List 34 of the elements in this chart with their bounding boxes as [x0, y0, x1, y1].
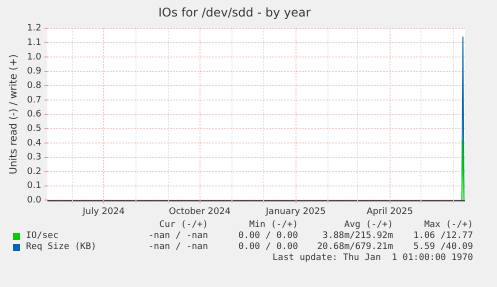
- text: 0.00 / 0.00: [237, 242, 298, 252]
- y-tick-label: 1.1: [26, 38, 42, 48]
- x-tick-label: January 2025: [264, 206, 326, 217]
- text: Min (-/+): [248, 220, 298, 230]
- text: 1.06 /12.77: [412, 231, 473, 241]
- legend-label: Req Size (KB): [26, 242, 96, 252]
- text: 5.59 /40.09: [412, 242, 473, 252]
- x-tick-label: October 2024: [168, 206, 231, 217]
- y-tick-label: 0.5: [26, 124, 42, 134]
- y-tick-label: 0.0: [26, 196, 42, 206]
- text: 20.68m/679.21m: [316, 242, 393, 252]
- y-tick-label: 0.3: [26, 152, 42, 163]
- y-tick-label: 1.0: [26, 52, 42, 62]
- text: -nan / -nan: [147, 242, 208, 252]
- text: Max (-/+): [423, 220, 473, 230]
- text: Cur (-/+): [158, 220, 208, 230]
- y-tick-label: 0.1: [26, 181, 42, 192]
- text: Last update: Thu Jan 1 01:00:00 1970: [272, 253, 473, 263]
- text: 3.88m/215.92m: [322, 231, 393, 241]
- y-tick-label: 0.7: [26, 95, 42, 106]
- y-tick-label: 0.2: [26, 166, 42, 177]
- text: Avg (-/+): [343, 220, 393, 230]
- y-tick-label: 0.8: [26, 81, 42, 92]
- y-tick-label: 0.9: [26, 66, 42, 77]
- y-tick-label: 1.2: [26, 24, 42, 34]
- legend-label: IO/sec: [26, 231, 59, 241]
- x-tick-label: July 2024: [82, 206, 125, 217]
- text: 0.00 / 0.00: [237, 231, 298, 241]
- chart-title: IOs for /dev/sdd - by year: [158, 5, 311, 20]
- text: -nan / -nan: [147, 231, 208, 241]
- y-tick-label: 0.4: [26, 138, 42, 148]
- y-axis-title: Units read (-) / write (+): [8, 54, 20, 174]
- y-tick-label: 0.6: [26, 110, 42, 120]
- x-tick-label: April 2025: [366, 206, 413, 217]
